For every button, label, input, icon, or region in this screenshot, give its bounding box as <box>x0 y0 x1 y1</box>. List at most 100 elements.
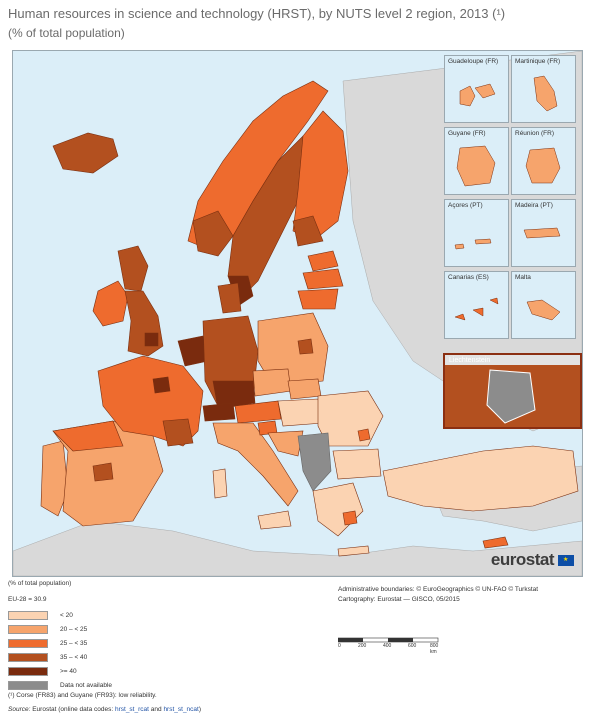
inset-malta-map <box>526 299 561 321</box>
legend-label: >= 40 <box>60 667 77 675</box>
legend-label: Data not available <box>60 681 113 689</box>
region-norway-south <box>192 210 234 257</box>
inset-label: Martinique (FR) <box>515 58 561 65</box>
scale-bar: 0 200 400 600 800 km <box>337 633 448 655</box>
inset-label: Madeira (PT) <box>515 202 553 209</box>
region-romania-bucharest <box>357 428 371 442</box>
region-sardinia <box>212 468 228 499</box>
credits: Administrative boundaries: © EuroGeograp… <box>338 585 538 605</box>
region-greece <box>312 482 364 537</box>
logo-text: eurostat <box>490 550 555 569</box>
inset-martinique-map <box>533 75 558 112</box>
data-code-link[interactable]: hrst_st_rcat <box>114 706 149 713</box>
region-spain-north <box>52 420 124 452</box>
legend-item: 20 – < 25 <box>8 622 112 636</box>
legend-label: 25 – < 35 <box>60 639 88 647</box>
region-poland <box>257 312 329 387</box>
legend-item: >= 40 <box>8 664 112 678</box>
scale-label: 800 km <box>430 643 439 655</box>
legend-label: < 20 <box>60 611 73 619</box>
region-greece-attica <box>342 510 358 526</box>
eurostat-logo: eurostat ★ <box>491 550 574 570</box>
region-austria <box>234 400 282 424</box>
inset-madeira-map <box>523 227 561 239</box>
region-turkey <box>382 445 579 512</box>
inset-madeira: Madeira (PT) <box>511 199 576 267</box>
inset-label: Guyane (FR) <box>448 130 486 137</box>
map-subtitle: (% of total population) <box>8 26 125 40</box>
region-croatia <box>267 430 304 457</box>
region-sicily <box>257 510 292 530</box>
region-latvia <box>302 268 344 290</box>
region-poland-warsaw <box>297 338 314 355</box>
legend: < 20 20 – < 25 25 – < 35 35 – < 40 >= 40… <box>8 608 112 692</box>
legend-item: < 20 <box>8 608 112 622</box>
legend-item: Data not available <box>8 678 112 692</box>
scale-bar-labels: 0 200 400 600 800 km <box>338 643 439 655</box>
inset-label: Réunion (FR) <box>515 130 555 137</box>
legend-swatch <box>8 680 48 690</box>
region-finland <box>292 110 349 242</box>
inset-guyane-map <box>456 145 496 187</box>
inset-label: Malta <box>515 274 531 281</box>
footnote: (¹) Corse (FR83) and Guyane (FR93): low … <box>8 692 157 699</box>
region-hungary <box>277 398 324 427</box>
inset-liechtenstein: Liechtenstein <box>443 353 582 429</box>
inset-guyane: Guyane (FR) <box>444 127 509 195</box>
inset-label: Guadeloupe (FR) <box>448 58 499 65</box>
legend-swatch <box>8 610 48 620</box>
map-title: Human resources in science and technolog… <box>8 6 506 21</box>
region-czechia <box>252 368 292 397</box>
region-germany-south <box>212 380 256 410</box>
inset-label: Açores (PT) <box>448 202 483 209</box>
source-prefix: Source: <box>8 706 31 713</box>
region-spain-madrid <box>92 462 114 482</box>
inset-martinique: Martinique (FR) <box>511 55 576 123</box>
source-text: Eurostat (online data codes: <box>32 706 114 713</box>
region-crete <box>337 545 370 557</box>
region-finland-south <box>292 215 324 247</box>
source-and: and <box>150 706 162 713</box>
inset-reunion: Réunion (FR) <box>511 127 576 195</box>
data-code-link[interactable]: hrst_st_ncat <box>163 706 199 713</box>
region-bulgaria <box>332 448 382 480</box>
region-iceland <box>52 132 119 174</box>
inset-canarias: Canarias (ES) <box>444 271 509 339</box>
region-uk-london <box>144 332 159 347</box>
region-portugal <box>40 440 69 517</box>
inset-malta: Malta <box>511 271 576 339</box>
legend-eu-average: EU-28 = 30.9 <box>8 596 47 603</box>
eu-flag-icon: ★ <box>558 554 574 566</box>
region-cyprus <box>482 536 509 549</box>
region-denmark <box>217 282 242 314</box>
scale-label: 200 <box>358 643 367 649</box>
region-switzerland <box>202 402 236 422</box>
region-balkans-na <box>297 432 332 492</box>
inset-guadeloupe-map <box>459 83 496 107</box>
inset-label: Canarias (ES) <box>448 274 489 281</box>
inset-acores: Açores (PT) <box>444 199 509 267</box>
inset-guadeloupe: Guadeloupe (FR) <box>444 55 509 123</box>
region-estonia <box>307 250 339 272</box>
region-uk-scotland <box>117 245 149 292</box>
region-ireland <box>92 280 129 327</box>
legend-label: 20 – < 25 <box>60 625 88 633</box>
legend-swatch <box>8 666 48 676</box>
region-lithuania <box>297 288 339 310</box>
scale-label: 400 <box>383 643 392 649</box>
inset-acores-map <box>454 238 492 250</box>
legend-title: (% of total population) <box>8 580 72 587</box>
main-map: Guadeloupe (FR) Martinique (FR) Guyane (… <box>12 50 583 577</box>
credits-boundaries: Administrative boundaries: © EuroGeograp… <box>338 586 539 593</box>
legend-swatch <box>8 638 48 648</box>
inset-liechtenstein-map <box>445 365 580 427</box>
legend-swatch <box>8 624 48 634</box>
source-suffix: ) <box>198 706 202 713</box>
inset-reunion-map <box>525 147 561 184</box>
inset-canarias-map <box>454 297 499 321</box>
non-eu-land-africa <box>13 520 582 576</box>
region-france-paris <box>152 376 171 394</box>
source: Source: Eurostat (online data codes: hrs… <box>8 706 201 713</box>
region-slovakia <box>287 378 322 400</box>
legend-swatch <box>8 652 48 662</box>
